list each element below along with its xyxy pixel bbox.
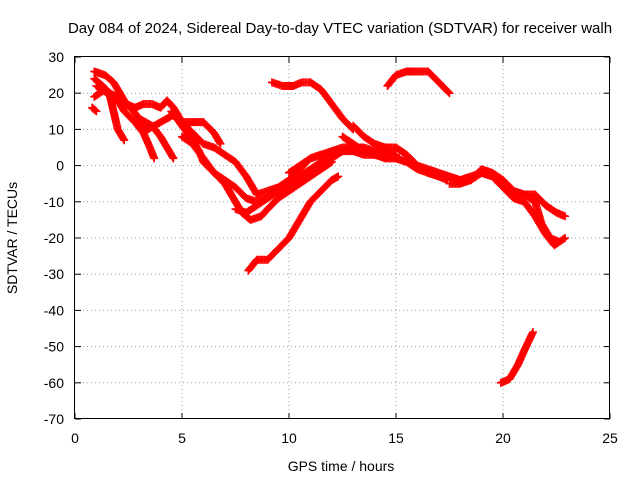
series-arc-18 bbox=[451, 165, 563, 246]
x-tick-label: 25 bbox=[602, 430, 618, 446]
data-point-marker bbox=[528, 328, 537, 337]
x-tick-label: 20 bbox=[495, 430, 511, 446]
y-tick-label: 0 bbox=[56, 158, 64, 174]
series-arc-2 bbox=[88, 103, 101, 116]
data-point-marker bbox=[169, 154, 178, 163]
x-axis-label: GPS time / hours bbox=[288, 458, 395, 474]
series-arc-15 bbox=[383, 67, 454, 98]
data-point-marker bbox=[216, 139, 225, 148]
x-tick-label: 15 bbox=[388, 430, 404, 446]
axis-ticks: 0 5 10 15 20 25 -70 -60 -50 -40 -30 -20 -10 0 10 20 30 bbox=[44, 49, 618, 446]
x-tick-label: 5 bbox=[178, 430, 186, 446]
y-tick-label: -40 bbox=[44, 302, 64, 318]
y-tick-label: -10 bbox=[44, 194, 64, 210]
y-tick-label: 30 bbox=[48, 49, 64, 65]
data-point-marker bbox=[444, 88, 453, 97]
data-point-marker bbox=[120, 136, 129, 145]
data-point-marker bbox=[91, 106, 100, 115]
x-tick-label: 0 bbox=[71, 430, 79, 446]
y-tick-label: -50 bbox=[44, 339, 64, 355]
data-point-marker bbox=[150, 154, 159, 163]
data-point-marker bbox=[168, 153, 177, 162]
data-point-marker bbox=[119, 134, 128, 143]
y-tick-label: -20 bbox=[44, 230, 64, 246]
chart-title: Day 084 of 2024, Sidereal Day-to-day VTE… bbox=[68, 20, 612, 37]
series-arc-12 bbox=[244, 172, 343, 275]
data-point-marker bbox=[334, 172, 343, 181]
data-series-group bbox=[88, 67, 570, 387]
y-tick-label: -60 bbox=[44, 375, 64, 391]
y-tick-label: 20 bbox=[48, 85, 64, 101]
y-tick-label: -30 bbox=[44, 266, 64, 282]
data-point-marker bbox=[215, 138, 224, 147]
data-point-marker bbox=[554, 237, 563, 246]
y-tick-label: 10 bbox=[48, 121, 64, 137]
y-axis-label: SDTVAR / TECUs bbox=[4, 182, 20, 294]
series-arc-14 bbox=[349, 121, 452, 185]
data-point-marker bbox=[561, 212, 570, 221]
series-arc-19 bbox=[496, 328, 537, 387]
x-tick-label: 10 bbox=[281, 430, 297, 446]
data-point-marker bbox=[561, 234, 570, 242]
data-point-marker bbox=[92, 107, 101, 116]
y-tick-label: -70 bbox=[44, 411, 64, 427]
data-point-marker bbox=[445, 89, 454, 98]
data-point-marker bbox=[559, 234, 568, 243]
